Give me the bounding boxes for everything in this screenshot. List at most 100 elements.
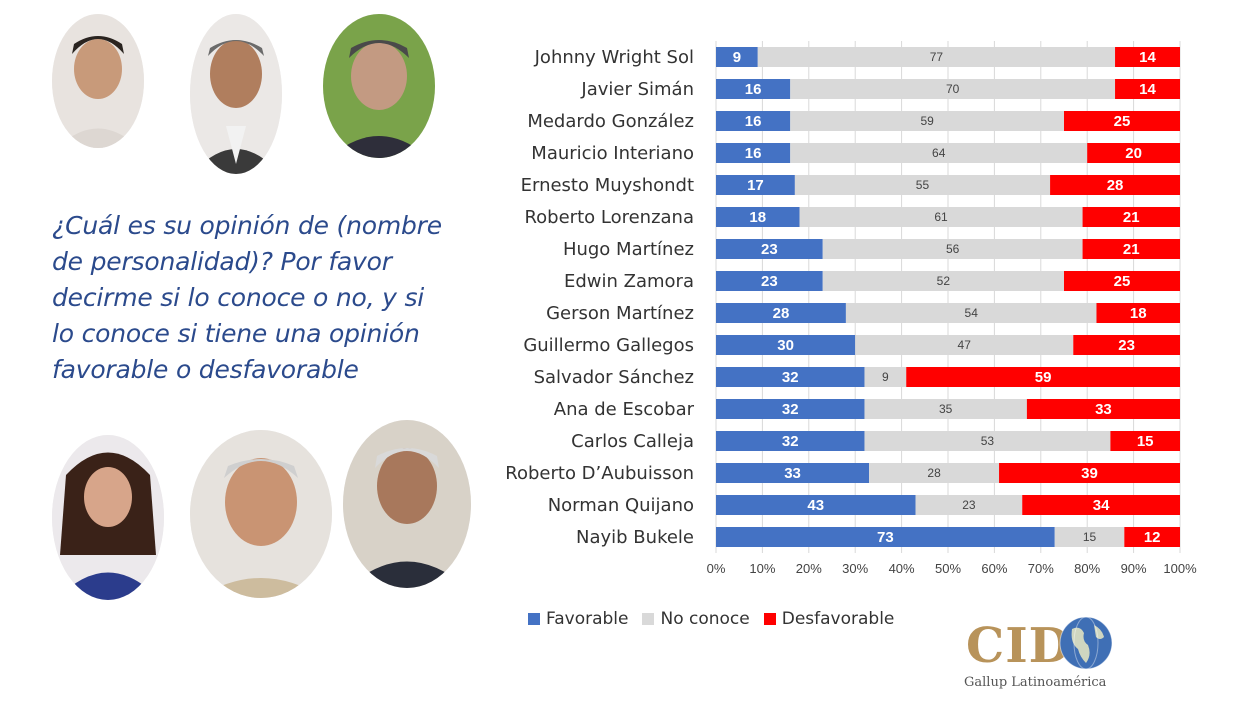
bar-segment	[716, 47, 758, 67]
bar-segment	[1064, 271, 1180, 291]
x-tick-label: 80%	[1074, 561, 1100, 576]
stacked-bar-chart: 9 77 14 16 70 14 16 59 25 16 64 20 17 55 28 18 61 21 23 56 2…	[505, 41, 1197, 576]
bar-segment	[1050, 175, 1180, 195]
data-label: 15	[1137, 433, 1154, 450]
chart-bars: 9 77 14 16 70 14 16 59 25 16 64 20 17 55 28 18 61 21 23 56 2…	[716, 47, 1180, 547]
data-label: 16	[745, 81, 762, 98]
bar-segment	[716, 239, 823, 259]
category-label: Norman Quijano	[548, 495, 694, 516]
data-label: 59	[920, 114, 934, 128]
logo-subtitle: Gallup Latinoamérica	[964, 675, 1107, 690]
survey-question: ¿Cuál es su opinión de (nombre de person…	[52, 211, 442, 384]
category-label: Ernesto Muyshondt	[521, 175, 694, 196]
legend-swatch-no-conoce	[642, 613, 655, 625]
data-label: 32	[782, 369, 799, 386]
bar-segment	[716, 431, 865, 451]
legend-swatch-favorable	[528, 613, 540, 625]
data-label: 54	[965, 306, 979, 320]
data-label: 55	[916, 178, 930, 192]
category-label: Guillermo Gallegos	[523, 335, 694, 356]
cid-gallup-logo: CID Gallup Latinoamérica	[958, 610, 1118, 700]
data-label: 16	[745, 145, 762, 162]
x-tick-label: 70%	[1028, 561, 1054, 576]
photo-portrait	[343, 420, 471, 588]
chart-legend: Favorable No conoce Desfavorable	[528, 609, 894, 629]
category-label: Roberto Lorenzana	[524, 207, 694, 228]
data-label: 14	[1139, 81, 1156, 98]
data-label: 21	[1123, 209, 1140, 226]
data-label: 20	[1125, 145, 1142, 162]
bar-segment	[757, 47, 1116, 67]
bar-segment	[716, 527, 1055, 547]
bar-segment	[1110, 431, 1180, 451]
bar-segment	[822, 271, 1064, 291]
data-label: 59	[1035, 369, 1052, 386]
bar-segment	[1115, 79, 1180, 99]
bar-segment	[869, 463, 1000, 483]
data-label: 23	[761, 241, 778, 258]
bar-segment	[1096, 303, 1180, 323]
bar-segment	[855, 335, 1074, 355]
data-label: 14	[1139, 49, 1156, 66]
legend-label-favorable: Favorable	[546, 609, 629, 629]
bar-segment	[799, 207, 1083, 227]
data-label: 53	[981, 434, 995, 448]
category-label: Salvador Sánchez	[534, 367, 694, 388]
bar-segment	[716, 175, 795, 195]
bar-segment	[864, 367, 907, 387]
data-label: 21	[1123, 241, 1140, 258]
bar-segment	[716, 463, 870, 483]
x-tick-label: 90%	[1121, 561, 1147, 576]
data-label: 56	[946, 242, 960, 256]
bar-segment	[1064, 111, 1180, 131]
bar-segment	[716, 79, 791, 99]
category-label: Johnny Wright Sol	[534, 47, 694, 68]
data-label: 25	[1114, 113, 1131, 130]
category-label: Carlos Calleja	[571, 431, 694, 452]
legend-item-favorable: Favorable	[528, 609, 628, 629]
data-label: 34	[1093, 497, 1110, 514]
data-label: 18	[1130, 305, 1147, 322]
data-label: 16	[745, 113, 762, 130]
bar-segment	[790, 143, 1088, 163]
bar-segment	[716, 271, 823, 291]
data-label: 28	[927, 466, 941, 480]
bar-segment	[906, 367, 1180, 387]
data-label: 52	[937, 274, 951, 288]
data-label: 32	[782, 433, 799, 450]
bar-segment	[716, 111, 791, 131]
data-label: 47	[958, 338, 972, 352]
bar-segment	[716, 495, 916, 515]
x-tick-label: 30%	[842, 561, 868, 576]
data-label: 17	[747, 177, 764, 194]
bar-segment	[1073, 335, 1180, 355]
data-label: 39	[1081, 465, 1098, 482]
legend-label-no-conoce: No conoce	[660, 609, 750, 629]
bar-segment	[1087, 143, 1180, 163]
data-label: 28	[773, 305, 790, 322]
data-label: 9	[733, 49, 741, 66]
bar-segment	[845, 303, 1097, 323]
data-label: 77	[930, 50, 944, 64]
bar-segment	[864, 399, 1027, 419]
bar-segment	[716, 303, 846, 323]
bar-segment	[790, 111, 1064, 131]
bar-segment	[915, 495, 1023, 515]
bar-segment	[716, 399, 865, 419]
category-label: Edwin Zamora	[564, 271, 694, 292]
category-label: Nayib Bukele	[576, 527, 694, 548]
legend-item-no-conoce: No conoce	[642, 609, 750, 629]
bar-segment	[716, 367, 865, 387]
data-label: 30	[777, 337, 794, 354]
bar-segment	[790, 79, 1116, 99]
bar-segment	[1054, 527, 1125, 547]
category-label: Hugo Martínez	[563, 239, 694, 260]
legend-label-desfavorable: Desfavorable	[781, 609, 895, 629]
category-label: Medardo González	[527, 111, 694, 132]
bar-segment	[1022, 495, 1180, 515]
photo-portrait	[190, 430, 332, 598]
data-label: 33	[784, 465, 801, 482]
data-label: 15	[1083, 530, 1097, 544]
data-label: 18	[749, 209, 766, 226]
category-label: Ana de Escobar	[554, 399, 695, 420]
